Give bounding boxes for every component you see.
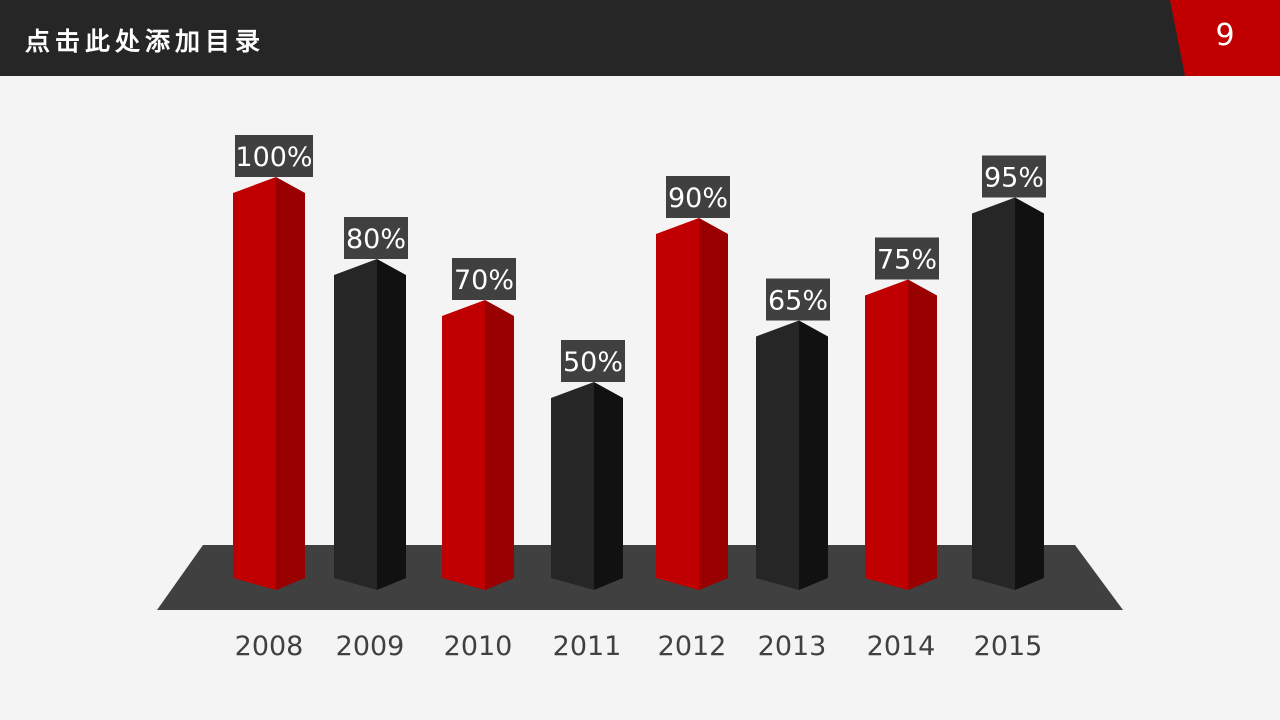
bar-side-2013	[799, 320, 828, 590]
x-tick-label: 2012	[658, 631, 727, 662]
data-label-box	[766, 278, 830, 321]
x-tick-label: 2010	[444, 631, 513, 662]
bar-front-2013	[756, 320, 799, 590]
bar-front-2010	[442, 300, 485, 590]
bar-side-2008	[276, 177, 305, 590]
bar-side-2014	[908, 279, 937, 590]
data-label-box	[452, 258, 516, 300]
bar-front-2015	[972, 197, 1015, 590]
bar-front-2014	[865, 279, 908, 590]
header-bar: 点击此处添加目录 9	[0, 0, 1280, 76]
data-label: 95%	[984, 163, 1044, 194]
data-label-box	[344, 217, 408, 259]
page-number: 9	[1215, 18, 1235, 53]
data-label-box	[561, 340, 625, 382]
bar-front-2008	[233, 177, 276, 590]
slide-title[interactable]: 点击此处添加目录	[25, 27, 266, 56]
data-label: 80%	[346, 224, 406, 255]
data-label-box	[982, 155, 1046, 198]
x-tick-label: 2008	[235, 631, 304, 662]
data-label-box	[666, 176, 730, 218]
bar-side-2009	[377, 259, 406, 590]
x-tick-label: 2009	[336, 631, 405, 662]
data-label: 65%	[768, 286, 828, 317]
bar-side-2010	[485, 300, 514, 590]
x-tick-label: 2011	[553, 631, 622, 662]
data-label: 50%	[563, 347, 623, 378]
page-number-tab	[1170, 0, 1280, 76]
data-label-box	[875, 237, 939, 280]
bar-side-2012	[699, 218, 728, 590]
x-tick-label: 2014	[867, 631, 936, 662]
bar-front-2012	[656, 218, 699, 590]
bar-side-2011	[594, 382, 623, 590]
data-label: 100%	[235, 142, 312, 173]
x-tick-label: 2015	[974, 631, 1043, 662]
x-tick-label: 2013	[758, 631, 827, 662]
bar-front-2009	[334, 259, 377, 590]
data-label: 75%	[877, 245, 937, 276]
data-label: 90%	[668, 183, 728, 214]
bar-side-2015	[1015, 197, 1044, 590]
data-label: 70%	[454, 265, 514, 296]
data-label-box	[235, 135, 313, 177]
bar-front-2011	[551, 382, 594, 590]
